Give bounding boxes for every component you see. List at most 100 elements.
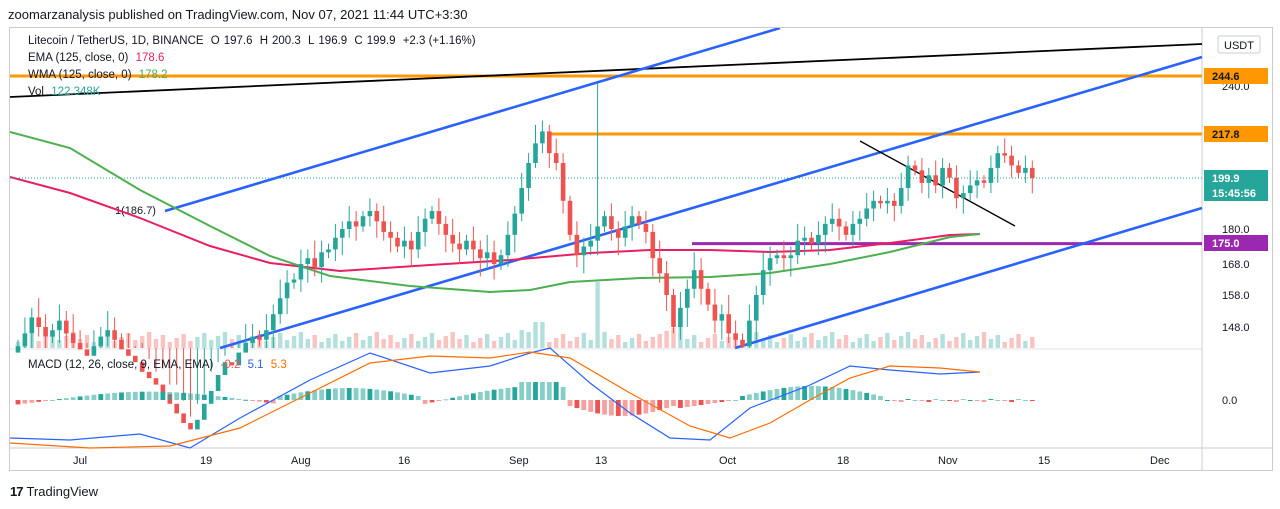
macd-histogram-bar <box>119 392 124 400</box>
volume-bar <box>443 336 448 348</box>
price-label-last: 199.9 <box>1212 173 1240 185</box>
candle-body <box>160 384 166 395</box>
volume-bar <box>705 338 711 348</box>
volume-bar <box>1002 342 1007 348</box>
volume-bar <box>485 334 490 348</box>
macd-histogram-bar <box>995 400 1001 401</box>
volume-bar <box>1023 341 1028 348</box>
candle-body <box>926 175 932 183</box>
volume-bar <box>133 340 138 348</box>
candle-body <box>153 378 159 385</box>
macd-histogram-bar <box>312 390 318 400</box>
macd-histogram-bar <box>836 387 842 400</box>
macd-histogram-bar <box>484 390 490 400</box>
macd-histogram-bar <box>319 389 324 400</box>
macd-histogram-bar <box>50 400 55 401</box>
volume-bar <box>188 341 193 348</box>
volume-bar <box>526 332 531 348</box>
macd-histogram-bar <box>988 399 994 400</box>
candle-body <box>892 200 897 206</box>
time-axis-tick: Dec <box>1150 455 1170 467</box>
candle-body <box>29 317 35 334</box>
macd-histogram-bar <box>402 393 407 400</box>
candle-body <box>519 187 524 214</box>
volume-bar <box>629 338 635 348</box>
volume-bar <box>547 342 552 348</box>
macd-histogram-bar <box>1009 400 1014 402</box>
macd-histogram-bar <box>160 391 166 400</box>
volume-bar <box>795 341 800 348</box>
legend-high: H 200.3 <box>259 35 301 47</box>
macd-histogram-bar <box>353 388 359 400</box>
macd-histogram-bar <box>540 382 545 400</box>
macd-histogram-bar <box>443 399 449 401</box>
candle-body <box>36 317 41 327</box>
volume-bar <box>609 339 614 348</box>
macd-histogram-bar <box>112 392 117 400</box>
macd-histogram-bar <box>388 391 393 400</box>
legend-macd-hist: -0.2 <box>220 359 241 371</box>
legend-wma-row: WMA (125, close, 0) 178.2 <box>28 69 172 81</box>
chart-canvas[interactable]: 1(186.7)148.0158.0168.0180.0240.0USDT244… <box>10 28 1272 470</box>
chart-frame[interactable]: 1(186.7) 148.0 158.0 168.0 180.0 240.0 USDT 244… <box>9 27 1273 471</box>
time-axis-tick: 19 <box>200 455 212 467</box>
candle-body <box>767 258 773 271</box>
candle-body <box>139 362 145 372</box>
volume-bar <box>830 332 835 348</box>
candle-body <box>774 255 780 259</box>
macd-histogram-bar <box>843 388 849 400</box>
macd-histogram-bar <box>760 391 766 400</box>
volume-bar <box>809 333 814 348</box>
candle-body <box>340 229 345 238</box>
volume-bar <box>360 340 366 348</box>
volume-bar <box>84 335 90 348</box>
candle-body <box>381 221 386 232</box>
candle-body <box>616 229 621 238</box>
currency-label: USDT <box>1224 40 1254 52</box>
price-label-bg-resistance <box>1204 68 1268 84</box>
macd-histogram-bar <box>684 400 690 407</box>
legend-close: C 199.9 <box>354 35 396 47</box>
candle-body <box>388 231 393 238</box>
channel-anchor-label: 1(186.7) <box>115 205 156 217</box>
volume-bar <box>588 340 593 348</box>
ema-line <box>10 176 981 273</box>
footer-brand[interactable]: 17 TradingView <box>10 484 98 499</box>
macd-histogram-bar <box>740 396 745 400</box>
candle-body <box>657 258 662 274</box>
volume-bar <box>464 335 469 348</box>
macd-histogram-bar <box>243 399 249 401</box>
legend-wma-label: WMA (125, close, 0) <box>28 69 132 81</box>
candle-body <box>415 231 421 250</box>
macd-histogram-bar <box>36 400 42 402</box>
price-label-bg-resistance <box>1204 126 1268 142</box>
candle-body <box>202 403 207 420</box>
macd-histogram-bar <box>960 399 966 400</box>
macd-histogram-bar <box>546 382 552 400</box>
macd-histogram-bar <box>602 400 607 415</box>
volume-bar <box>567 341 573 348</box>
legend-low: L 196.9 <box>308 35 348 47</box>
macd-histogram-bar <box>905 399 911 400</box>
macd-histogram-bar <box>574 400 580 409</box>
macd-histogram-bar <box>809 386 814 400</box>
candle-body <box>229 362 235 366</box>
macd-histogram-bar <box>374 389 380 400</box>
macd-histogram-bar <box>588 400 594 412</box>
candle-body <box>602 216 607 227</box>
candle-body <box>567 200 573 235</box>
legend-wma-value: 178.2 <box>138 69 168 81</box>
macd-histogram-bar <box>215 396 221 400</box>
macd-histogram-bar <box>595 400 600 414</box>
macd-histogram-bar <box>671 400 676 406</box>
macd-histogram-bar <box>70 397 76 400</box>
volume-bar <box>367 336 373 348</box>
volume-bar <box>919 335 925 348</box>
time-axis-tick: 13 <box>595 455 607 467</box>
volume-bar <box>974 336 980 348</box>
macd-histogram-bar <box>567 400 573 406</box>
candle-body <box>733 333 738 340</box>
volume-bar <box>340 341 345 348</box>
candle-body <box>146 371 152 379</box>
volume-bar <box>505 333 511 348</box>
